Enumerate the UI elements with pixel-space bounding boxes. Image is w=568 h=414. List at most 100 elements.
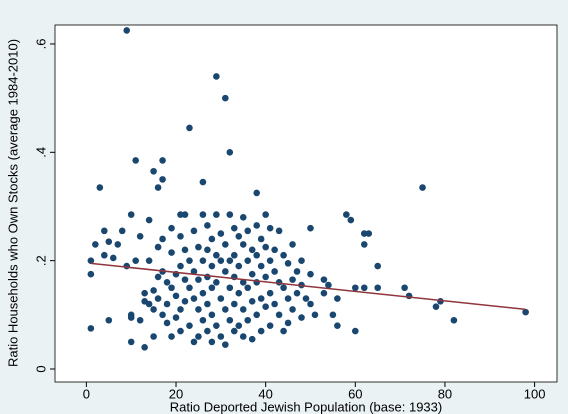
- point: [177, 232, 184, 240]
- point: [208, 338, 216, 346]
- point: [154, 273, 162, 281]
- point: [136, 232, 144, 240]
- point: [262, 273, 269, 281]
- point: [266, 224, 274, 232]
- point: [352, 327, 359, 335]
- point: [325, 281, 332, 289]
- point: [226, 149, 234, 156]
- point: [199, 211, 207, 218]
- point: [235, 232, 243, 240]
- point: [159, 235, 166, 243]
- point: [204, 273, 211, 281]
- point: [181, 297, 189, 305]
- point: [284, 260, 292, 267]
- point: [253, 189, 260, 197]
- point: [302, 295, 310, 302]
- point: [208, 235, 216, 243]
- point: [257, 262, 265, 270]
- point: [199, 289, 207, 297]
- point: [150, 167, 157, 175]
- y-axis-label: Ratio Households who Own Stocks (average…: [5, 39, 20, 367]
- point: [150, 333, 157, 340]
- point: [159, 311, 166, 319]
- point: [230, 327, 238, 335]
- point: [239, 214, 247, 221]
- point: [136, 316, 144, 324]
- point: [248, 246, 256, 254]
- point: [262, 303, 269, 310]
- point: [172, 292, 180, 300]
- point: [150, 306, 157, 313]
- point: [450, 316, 458, 324]
- point: [222, 306, 229, 313]
- point: [114, 241, 122, 248]
- point: [96, 184, 104, 191]
- point: [360, 241, 368, 248]
- point: [123, 27, 131, 34]
- point: [320, 276, 328, 283]
- y-tick-label: 0: [33, 365, 48, 372]
- point: [163, 279, 171, 286]
- point: [163, 300, 171, 308]
- point: [289, 276, 296, 283]
- point: [275, 227, 283, 235]
- point: [132, 157, 139, 164]
- point: [217, 295, 225, 302]
- point: [374, 262, 382, 270]
- y-tick-label: .4: [33, 147, 48, 158]
- point: [132, 257, 139, 264]
- point: [266, 289, 274, 297]
- point: [248, 270, 256, 278]
- point: [284, 295, 292, 302]
- y-tick-label: .2: [33, 255, 48, 266]
- point: [92, 241, 99, 248]
- point: [307, 224, 314, 232]
- point: [195, 276, 202, 283]
- point: [235, 289, 243, 297]
- point: [195, 306, 202, 313]
- point: [239, 333, 247, 340]
- x-tick-label: 60: [348, 386, 362, 401]
- point: [235, 262, 243, 270]
- point: [293, 289, 301, 297]
- point: [271, 300, 278, 308]
- point: [190, 295, 198, 302]
- point: [204, 222, 211, 229]
- point: [105, 316, 113, 324]
- point: [334, 322, 341, 329]
- point: [217, 257, 225, 264]
- point: [343, 211, 350, 218]
- point: [239, 306, 247, 313]
- point: [199, 257, 207, 264]
- point: [190, 268, 198, 275]
- point: [298, 257, 305, 264]
- point: [226, 284, 234, 292]
- point: [222, 94, 229, 102]
- point: [154, 243, 162, 251]
- point: [230, 224, 238, 232]
- point: [213, 73, 220, 80]
- point: [168, 333, 175, 340]
- point: [204, 246, 211, 254]
- point: [154, 295, 162, 302]
- point: [419, 184, 426, 191]
- point: [248, 297, 256, 305]
- point: [213, 322, 220, 329]
- point: [522, 308, 529, 316]
- point: [280, 251, 287, 259]
- point: [307, 300, 314, 308]
- point: [222, 241, 229, 248]
- point: [360, 284, 368, 292]
- point: [280, 284, 287, 292]
- point: [239, 279, 247, 286]
- x-tick-label: 0: [83, 386, 90, 401]
- point: [181, 211, 189, 218]
- point: [168, 284, 175, 292]
- point: [432, 303, 440, 310]
- point: [145, 257, 153, 264]
- point: [257, 235, 265, 243]
- point: [199, 316, 207, 324]
- point: [280, 327, 287, 335]
- point: [87, 257, 95, 264]
